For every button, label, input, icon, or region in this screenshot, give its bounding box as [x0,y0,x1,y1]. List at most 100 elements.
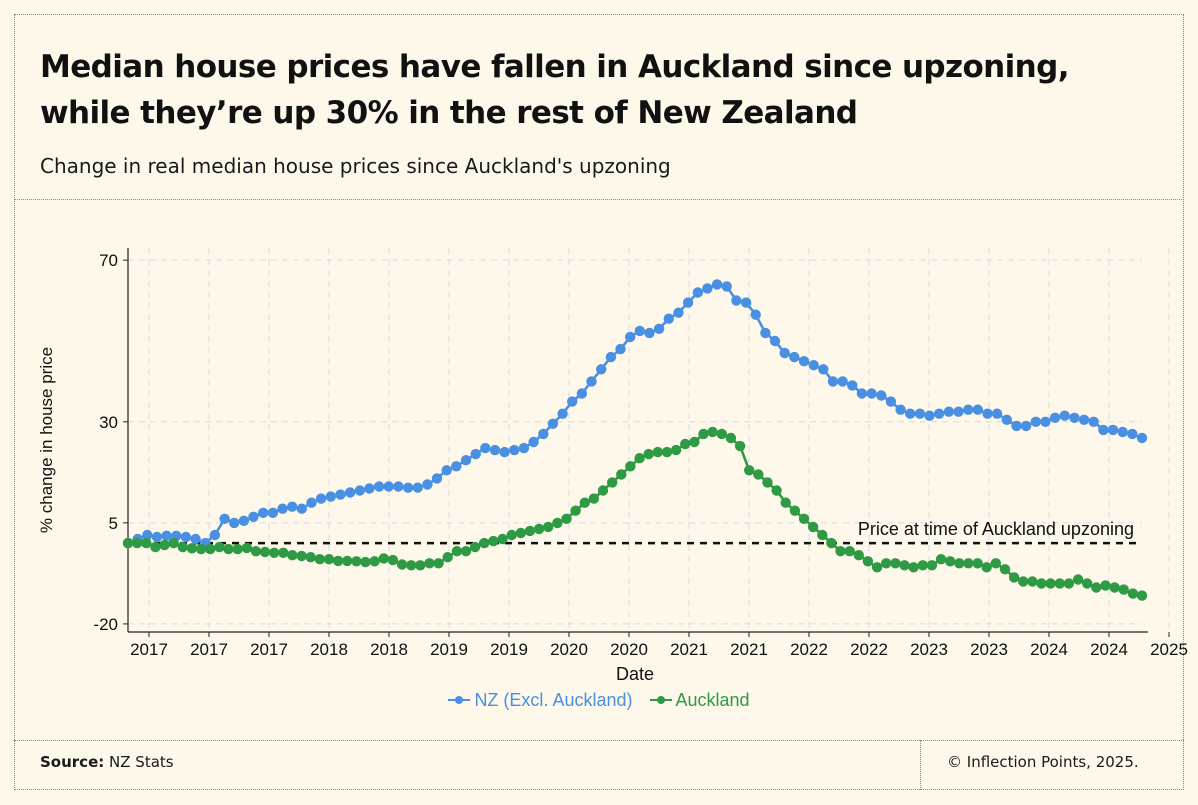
data-point-auckland [1082,578,1093,589]
data-point-auckland [999,564,1011,575]
data-point-nz [1011,420,1022,432]
data-point-nz [789,351,800,363]
data-point-nz [344,487,356,498]
data-point-auckland [670,444,682,456]
data-point-auckland [588,493,600,504]
data-point-nz [663,313,674,324]
data-point-auckland [360,556,371,568]
data-point-nz [373,481,385,492]
data-point-nz [518,442,530,454]
data-point-auckland [807,521,819,533]
data-point-auckland [1054,578,1066,589]
data-point-nz [934,408,945,419]
data-point-nz [538,428,549,440]
data-point-auckland [406,560,417,571]
data-point-nz [576,388,588,399]
data-point-auckland [625,461,636,472]
legend-marker-auckland-icon [649,695,672,705]
x-tick-label: 2023 [910,640,948,659]
x-tick-label: 2017 [130,640,168,659]
data-point-auckland [451,546,463,557]
data-point-nz [953,406,964,417]
data-point-auckland [1118,584,1129,595]
data-point-nz [1040,416,1051,427]
data-point-auckland [195,543,207,555]
data-point-auckland [552,517,563,529]
data-point-nz [412,482,423,493]
data-point-nz [567,396,578,407]
data-point-auckland [314,554,325,565]
data-point-auckland [506,529,517,541]
data-point-nz [460,455,472,466]
data-point-nz [866,388,877,399]
data-point-nz [905,408,916,419]
data-point-nz [750,309,761,320]
legend-label-nz: NZ (Excl. Auckland) [474,689,633,710]
data-point-auckland [122,537,134,549]
chart-subtitle: Change in real median house prices since… [40,154,671,178]
data-point-auckland [862,556,874,567]
data-point-nz [731,295,742,306]
data-point-nz [248,511,259,522]
x-tick-label: 2017 [190,640,228,659]
data-point-nz [393,481,404,492]
data-point-auckland [278,547,289,558]
data-point-auckland [1008,572,1020,583]
data-point-nz [547,418,559,429]
data-point-nz [528,436,539,448]
data-point-auckland [817,529,828,541]
data-point-nz [489,444,501,456]
data-point-nz [219,513,230,524]
data-point-nz [982,408,993,419]
data-point-nz [422,479,433,490]
data-point-auckland [707,426,718,438]
data-point-nz [702,283,713,294]
data-point-auckland [168,537,179,549]
data-point-auckland [214,541,225,553]
data-point-nz [1136,432,1148,444]
data-point-auckland [945,556,956,567]
data-point-auckland [899,560,910,571]
data-point-nz [451,461,462,472]
x-tick-label: 2022 [790,640,828,659]
data-point-auckland [259,546,271,558]
data-point-auckland [917,560,928,571]
data-point-nz [586,376,597,387]
x-tick-label: 2025 [1150,640,1188,659]
data-point-nz [1088,416,1099,427]
data-point-auckland [131,537,143,549]
data-point-nz [653,323,665,334]
data-point-auckland [798,513,810,524]
x-tick-label: 2018 [370,640,408,659]
data-point-nz [605,351,617,363]
footer-divider [14,740,1184,741]
data-point-auckland [972,558,983,569]
data-point-nz [673,307,684,318]
data-point-auckland [460,546,472,557]
data-point-nz [557,408,568,419]
data-point-auckland [296,550,307,562]
data-point-nz [634,325,645,337]
y-tick-label: -20 [93,615,118,634]
data-point-nz [315,493,327,504]
data-point-nz [1098,424,1109,436]
data-point-nz [325,491,336,502]
data-point-auckland [1027,576,1038,587]
x-tick-label: 2023 [970,640,1008,659]
data-point-nz [885,396,897,407]
data-point-auckland [469,541,481,553]
y-axis-label: % change in house price [37,347,56,533]
data-point-nz [1127,428,1138,440]
legend-marker-nz-icon [448,695,471,705]
data-point-auckland [1072,574,1084,585]
data-point-nz [1069,412,1080,423]
legend-item-auckland[interactable]: Auckland [649,690,750,711]
data-point-auckland [871,562,883,573]
data-point-auckland [680,438,691,450]
data-point-nz [1030,416,1042,427]
data-point-auckland [643,448,654,460]
data-point-auckland [1063,578,1075,589]
legend-item-nz[interactable]: NZ (Excl. Auckland) [448,690,632,711]
data-point-auckland [853,550,864,561]
data-point-auckland [287,550,298,561]
